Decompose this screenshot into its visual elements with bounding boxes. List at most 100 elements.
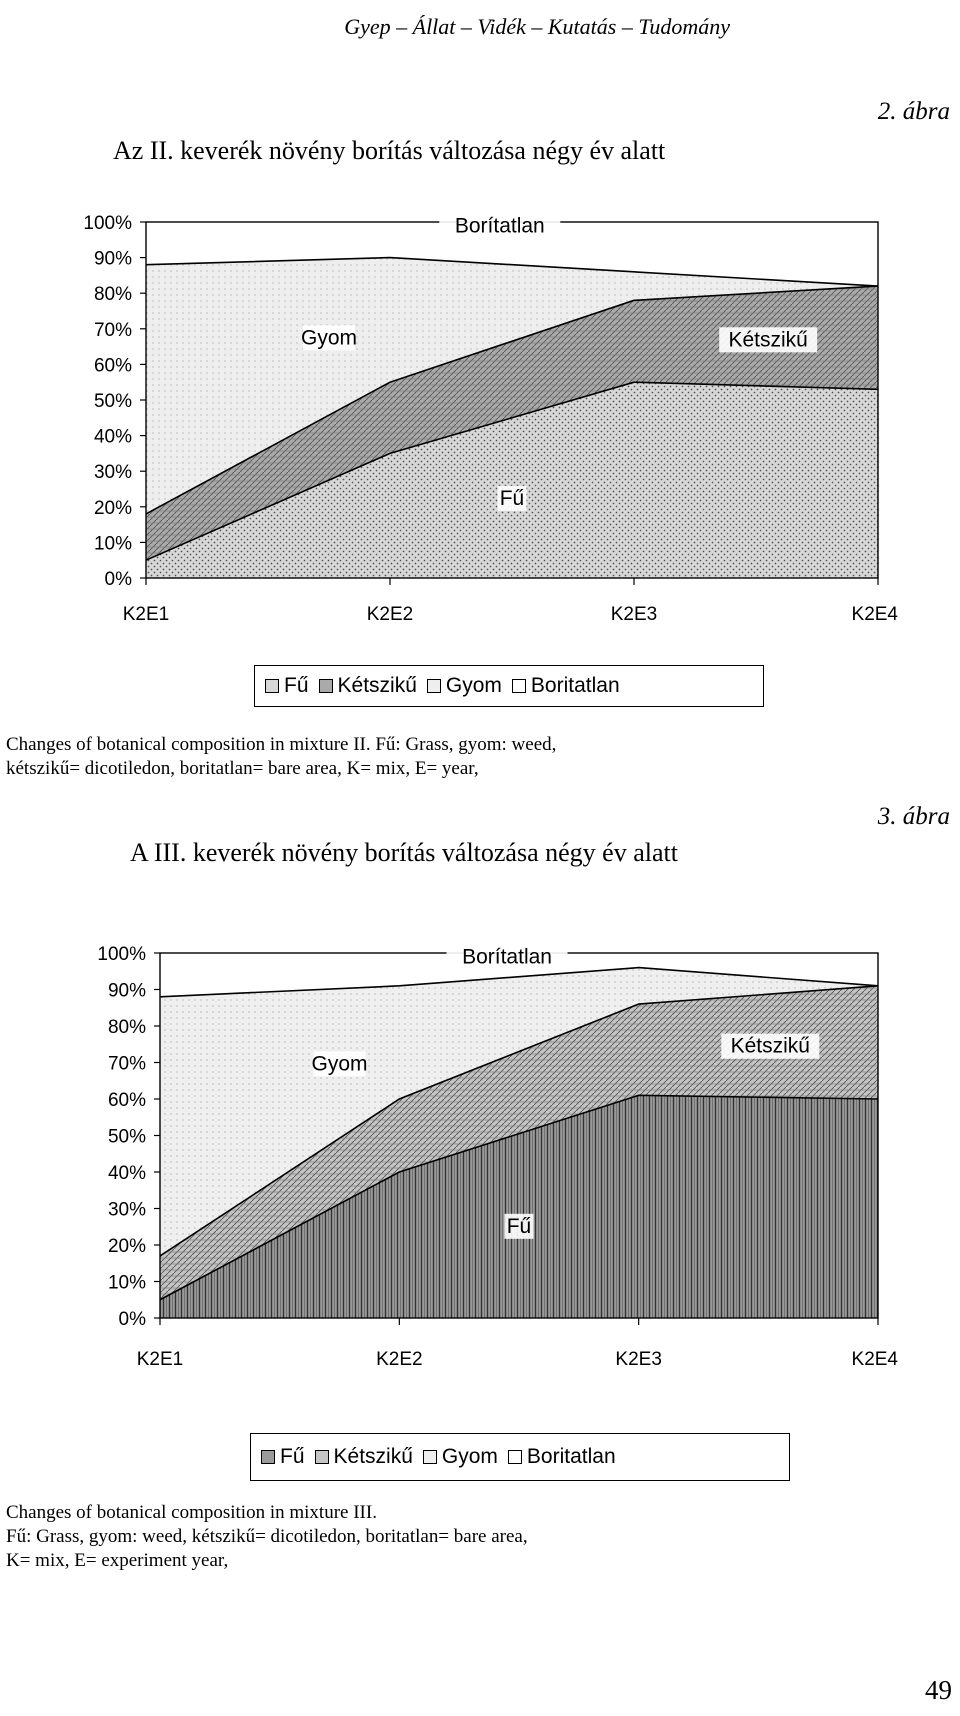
legend-swatch (318, 679, 333, 693)
y-tick-label: 20% (94, 498, 132, 519)
area-label: Borítatlan (462, 946, 552, 969)
y-tick-label: 20% (108, 1236, 146, 1257)
y-tick-label: 60% (94, 355, 132, 376)
caption-line: K= mix, E= experiment year, (6, 1550, 229, 1571)
area-3 (146, 257, 878, 514)
area-label: Fű (500, 487, 525, 510)
caption-line: Fű: Grass, gyom: weed, kétszikű= dicotil… (6, 1526, 528, 1547)
chart-title: Az II. keverék növény borítás változása … (113, 136, 666, 165)
area-label: Fű (507, 1215, 532, 1238)
chart-title: A III. keverék növény borítás változása … (130, 838, 678, 867)
area-1 (146, 382, 878, 578)
area-label-background (446, 944, 568, 970)
legend-swatch (426, 679, 441, 693)
series-boundary-line (159, 985, 879, 1257)
legend-label: Fű (280, 1445, 305, 1468)
y-tick-label: 30% (108, 1200, 146, 1221)
y-tick-label: 60% (108, 1090, 146, 1111)
page-number: 49 (925, 1675, 952, 1705)
series-boundary-line (159, 966, 879, 998)
area-label-background (439, 213, 561, 239)
figure-label: 2. ábra (877, 98, 950, 125)
legend-label: Gyom (441, 1445, 498, 1468)
legend-label: Fű (284, 674, 309, 697)
y-tick-label: 90% (108, 981, 146, 1002)
x-tick-label: K2E1 (123, 604, 169, 625)
legend-swatch (265, 679, 279, 693)
legend-item: Fű (265, 674, 309, 698)
area-label-background (497, 485, 527, 511)
legend-label: Gyom (445, 674, 502, 697)
y-tick-label: 40% (94, 427, 132, 448)
legend-swatch (507, 1450, 522, 1464)
x-tick-label: K2E2 (376, 1349, 422, 1370)
y-tick-label: 70% (108, 1054, 146, 1075)
y-tick-label: 30% (94, 462, 132, 483)
chart-legend: Fű Kétszikű Gyom Boritatlan (254, 665, 764, 707)
figure-label: 3. ábra (877, 803, 950, 830)
area-label-background (504, 1213, 534, 1239)
area-label-background (313, 1051, 366, 1077)
area-label: Kétszikű (731, 1035, 810, 1058)
area-2 (160, 985, 878, 1300)
series-boundary-line (145, 285, 879, 515)
y-tick-label: 70% (94, 320, 132, 341)
area-label-background (303, 325, 355, 351)
area-label-background (721, 1033, 820, 1059)
legend-item: Kétszikű (318, 674, 417, 698)
y-tick-label: 100% (83, 213, 132, 234)
area-4 (146, 222, 878, 287)
y-tick-label: 0% (105, 569, 133, 590)
caption-line: kétszikű= dicotiledon, boritatlan= bare … (6, 758, 479, 779)
area-2 (146, 286, 878, 561)
legend-swatch (422, 1450, 437, 1464)
area-1 (160, 1095, 878, 1318)
area-4 (160, 953, 878, 997)
y-tick-label: 80% (94, 284, 132, 305)
x-tick-label: K2E3 (611, 604, 657, 625)
running-header: Gyep – Állat – Vidék – Kutatás – Tudomán… (344, 14, 730, 39)
area-label: Kétszikű (729, 328, 808, 351)
area-label: Gyom (311, 1052, 367, 1075)
x-tick-label: K2E1 (137, 1349, 183, 1370)
legend-swatch (261, 1450, 275, 1464)
legend-label: Kétszikű (337, 674, 417, 697)
legend-label: Boritatlan (530, 674, 620, 697)
y-tick-label: 10% (94, 533, 132, 554)
y-tick-label: 0% (119, 1309, 147, 1330)
y-tick-label: 90% (94, 249, 132, 270)
area-chart-mixture-ii: 0% 10% 20% 30% 40% 50% 60% 70% 80% 90% 100% K2E1 K2E… (83, 213, 899, 625)
legend-item: Boritatlan (507, 1445, 616, 1469)
y-tick-label: 80% (108, 1017, 146, 1038)
y-tick-label: 40% (108, 1163, 146, 1184)
x-tick-label: K2E3 (615, 1349, 661, 1370)
legend-item: Fű (261, 1445, 305, 1469)
x-tick-label: K2E4 (852, 604, 899, 625)
y-tick-label: 10% (108, 1273, 146, 1294)
figure-caption: Changes of botanical composition in mixt… (6, 733, 906, 781)
area-label-background (719, 327, 818, 353)
caption-line: Changes of botanical composition in mixt… (6, 1502, 377, 1523)
area-chart-mixture-iii: 0% 10% 20% 30% 40% 50% 60% 70% 80% 90% 100% K2E1 K2E… (97, 944, 899, 1370)
figure-caption: Changes of botanical composition in mixt… (6, 1501, 906, 1573)
x-tick-label: K2E4 (852, 1349, 899, 1370)
legend-swatch (511, 679, 526, 693)
area-3 (160, 967, 878, 1256)
series-boundary-line (145, 256, 879, 287)
y-tick-label: 50% (108, 1127, 146, 1148)
legend-item: Kétszikű (314, 1445, 413, 1469)
x-tick-label: K2E2 (367, 604, 413, 625)
series-boundary-line (145, 381, 879, 561)
caption-line: Changes of botanical composition in mixt… (6, 734, 557, 755)
legend-label: Kétszikű (333, 1445, 413, 1468)
legend-item: Gyom (426, 674, 502, 698)
chart-legend: Fű Kétszikű Gyom Boritatlan (250, 1433, 790, 1481)
y-tick-label: 50% (94, 391, 132, 412)
legend-swatch (314, 1450, 329, 1464)
area-label: Borítatlan (455, 215, 545, 238)
legend-label: Boritatlan (526, 1445, 616, 1468)
y-tick-label: 100% (97, 944, 146, 965)
series-boundary-line (159, 1094, 879, 1301)
legend-item: Boritatlan (511, 674, 620, 698)
area-label: Gyom (301, 326, 357, 349)
